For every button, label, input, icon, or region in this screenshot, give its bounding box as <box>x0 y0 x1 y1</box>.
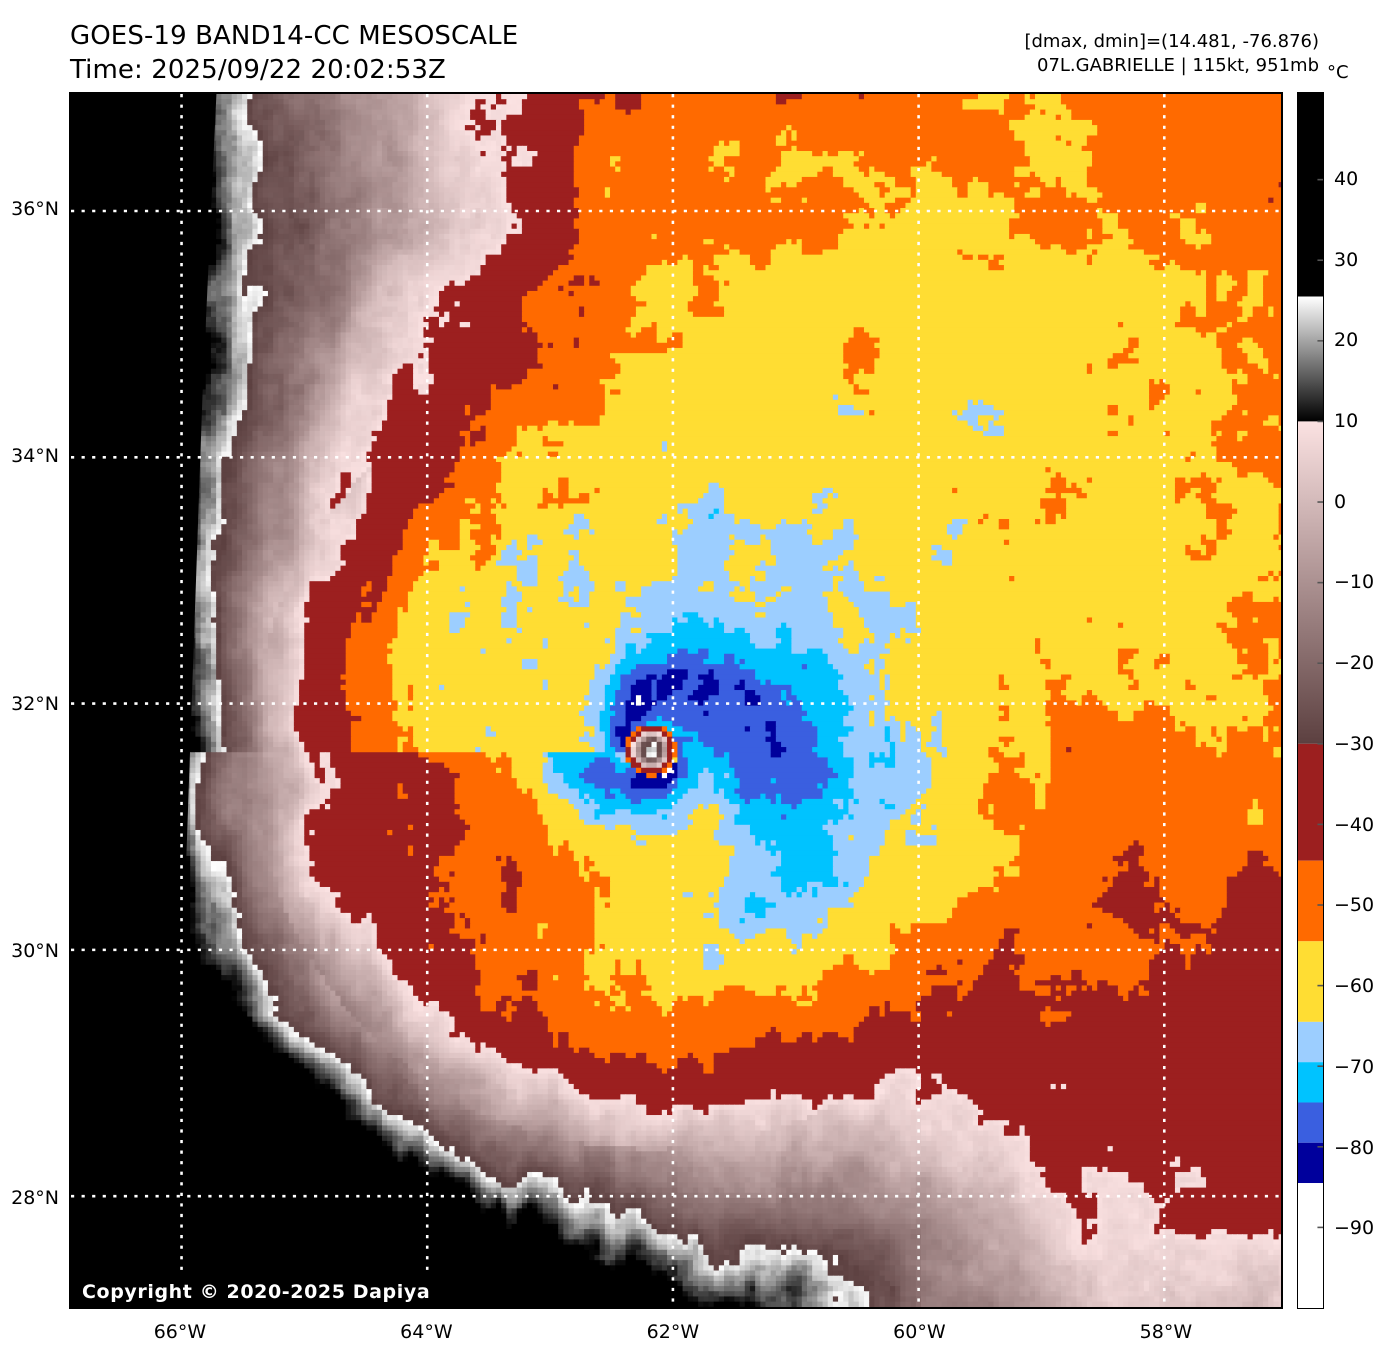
colorbar-tick--70: −70 <box>1334 1055 1375 1078</box>
dmax-dmin-label: [dmax, dmin]=(14.481, -76.876) <box>1024 31 1319 52</box>
colorbar-tick--20: −20 <box>1334 652 1375 675</box>
colorbar-band-cyan <box>1298 1062 1323 1103</box>
ytick-label-36: 36°N <box>11 198 59 221</box>
colorbar-tick-30: 30 <box>1334 248 1359 271</box>
metadata-block: [dmax, dmin]=(14.481, -76.876) 07L.GABRI… <box>1024 30 1319 78</box>
title-block: GOES-19 BAND14-CC MESOSCALE Time: 2025/0… <box>70 20 518 88</box>
colorbar-tick--30: −30 <box>1334 732 1375 755</box>
colorbar-unit-label: °C <box>1327 62 1349 83</box>
colorbar-tick--90: −90 <box>1334 1217 1375 1240</box>
xtick-label-58: 58°W <box>1139 1321 1193 1343</box>
ytick-label-28: 28°N <box>11 1186 59 1209</box>
xtick-label-62: 62°W <box>646 1321 700 1343</box>
temperature-colorbar[interactable] <box>1297 92 1324 1309</box>
colorbar-band-orange <box>1298 860 1323 942</box>
colorbar-tick-10: 10 <box>1334 409 1359 432</box>
colorbar-tickmark <box>1317 501 1323 503</box>
xtick-label-66: 66°W <box>153 1321 207 1343</box>
colorbar-band-blue <box>1298 1102 1323 1143</box>
colorbar-tick--60: −60 <box>1334 975 1375 998</box>
ytick-label-34: 34°N <box>11 445 59 468</box>
colorbar-tickmark <box>1317 259 1323 262</box>
colorbar-band-black-hot <box>1298 93 1323 297</box>
satellite-image-plot[interactable] <box>69 92 1283 1309</box>
colorbar-band-white-coldest <box>1298 1183 1323 1308</box>
colorbar-tick-20: 20 <box>1334 329 1359 352</box>
colorbar-tick-40: 40 <box>1334 167 1359 190</box>
ytick-label-30: 30°N <box>11 939 59 962</box>
colorbar-tickmark <box>1317 984 1323 987</box>
colorbar-tickmark <box>1317 662 1323 665</box>
colorbar-tickmark <box>1317 340 1323 342</box>
colorbar-tickmark <box>1317 904 1323 906</box>
colorbar-tick--80: −80 <box>1334 1136 1375 1159</box>
colorbar-tick--50: −50 <box>1334 894 1375 917</box>
colorbar-tickmark <box>1317 1226 1323 1229</box>
copyright-banner: Copyright © 2020-2025 Dapiya <box>71 1277 442 1307</box>
xtick-label-60: 60°W <box>893 1321 946 1343</box>
colorbar-band-navy <box>1298 1142 1323 1184</box>
ytick-label-32: 32°N <box>11 692 59 715</box>
colorbar-tickmark <box>1317 823 1323 826</box>
colorbar-band-dark-red <box>1298 743 1323 861</box>
colorbar-tick-0: 0 <box>1334 490 1347 513</box>
colorbar-tickmark <box>1317 1065 1323 1068</box>
no-data-region <box>71 94 217 1307</box>
colorbar-tickmark <box>1317 178 1323 181</box>
colorbar-band-yellow <box>1298 941 1323 1022</box>
colorbar-band-light-blue <box>1298 1021 1323 1063</box>
storm-info-label: 07L.GABRIELLE | 115kt, 951mb <box>1037 54 1319 76</box>
page-title: GOES-19 BAND14-CC MESOSCALE <box>70 21 519 51</box>
colorbar-band-gray-ramp <box>1298 296 1323 422</box>
timestamp-label: Time: 2025/09/22 20:02:53Z <box>70 54 446 85</box>
xtick-label-64: 64°W <box>400 1321 453 1343</box>
copyright-text: Copyright © 2020-2025 Dapiya <box>82 1281 431 1303</box>
colorbar-tickmark <box>1317 1146 1323 1148</box>
colorbar-tick--10: −10 <box>1334 571 1375 594</box>
satellite-imagery <box>71 94 1281 1307</box>
colorbar-tickmark <box>1317 581 1323 584</box>
colorbar-tickmark <box>1317 743 1323 745</box>
colorbar-gradient <box>1298 93 1323 1308</box>
colorbar-tick--40: −40 <box>1334 813 1375 836</box>
colorbar-tickmark <box>1317 420 1323 423</box>
